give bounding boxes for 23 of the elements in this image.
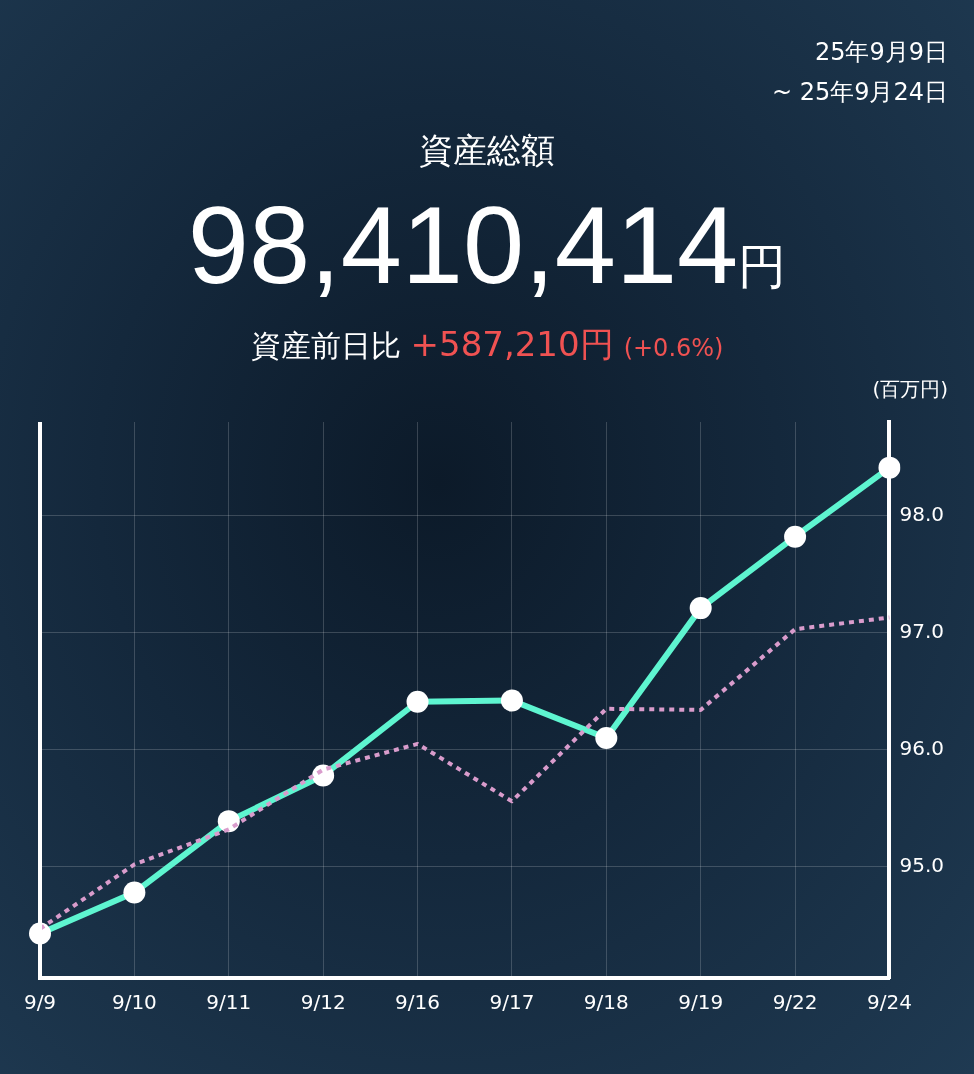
y-tick-label: 98.0 (899, 501, 944, 526)
x-tick-label: 9/9 (23, 990, 57, 1015)
x-tick-label: 9/19 (678, 990, 724, 1015)
x-tick-label: 9/12 (300, 990, 346, 1015)
x-tick-label: 9/11 (206, 990, 252, 1015)
y-tick-label: 95.0 (899, 853, 944, 877)
y-tick-label: 96.0 (899, 735, 944, 760)
text: ~ 25年9月24日 (771, 78, 948, 106)
text: 25年9月9日 (814, 38, 948, 66)
x-tick-label: 9/18 (583, 990, 629, 1015)
text: 資産前日比 (250, 328, 401, 363)
text: +587,210円 (410, 324, 614, 364)
x-tick-label: 9/17 (489, 990, 535, 1015)
text: (+0.6%) (623, 334, 724, 362)
x-tick-label: 9/10 (111, 990, 157, 1015)
text: 98,410,414 (187, 183, 739, 306)
y-axis-title: (百万円) (872, 376, 948, 403)
x-tick-label: 9/22 (772, 990, 818, 1015)
x-tick-label: 9/16 (395, 990, 440, 1015)
x-tick-label: 9/24 (867, 990, 912, 1015)
y-tick-label: 97.0 (899, 618, 944, 643)
chart-title: 資産総額 (418, 129, 556, 172)
text: 円 (738, 240, 787, 293)
